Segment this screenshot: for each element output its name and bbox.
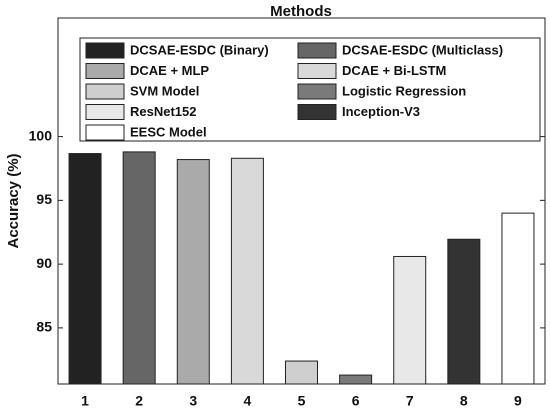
bar (230, 157, 264, 385)
x-tick-label: 2 (135, 393, 143, 409)
legend-label: DCSAE-ESDC (Multiclass) (342, 42, 503, 57)
bar (393, 255, 427, 385)
legend-label: DCAE + Bi-LSTM (342, 63, 446, 78)
legend-label: DCSAE-ESDC (Binary) (130, 42, 269, 57)
bar (285, 360, 318, 385)
legend-swatch (85, 63, 125, 79)
x-tick-label: 1 (81, 393, 89, 409)
legend-label: Logistic Regression (342, 83, 466, 98)
legend-swatch (85, 42, 125, 59)
y-tick-label: 95 (36, 191, 52, 207)
legend-swatch (85, 83, 125, 100)
legend-swatch (297, 63, 337, 79)
chart-title: Methods (270, 3, 332, 20)
legend-label: EESC Model (130, 124, 207, 139)
legend-swatch (85, 104, 125, 120)
y-tick-label: 90 (36, 255, 52, 271)
y-axis-label: Accuracy (%) (5, 153, 22, 248)
x-tick-label: 9 (514, 393, 522, 409)
x-tick-label: 4 (243, 393, 251, 409)
legend-label: ResNet152 (130, 104, 197, 119)
bar (176, 159, 210, 385)
legend-swatch (85, 124, 125, 141)
x-tick-label: 8 (460, 393, 468, 409)
x-tick-label: 3 (189, 393, 197, 409)
bar (447, 238, 481, 385)
y-tick-label: 100 (29, 127, 53, 143)
x-tick-label: 5 (298, 393, 306, 409)
legend-swatch (297, 42, 337, 59)
legend-swatch (297, 104, 337, 120)
bar (501, 212, 535, 385)
legend-label: SVM Model (130, 83, 199, 98)
legend-label: Inception-V3 (342, 104, 420, 119)
x-tick-label: 7 (406, 393, 414, 409)
bar (339, 374, 373, 385)
bar (68, 153, 102, 385)
x-tick-label: 6 (352, 393, 360, 409)
bar (122, 151, 156, 385)
legend-swatch (297, 83, 337, 100)
y-tick-label: 85 (36, 319, 52, 335)
legend-label: DCAE + MLP (130, 63, 209, 78)
